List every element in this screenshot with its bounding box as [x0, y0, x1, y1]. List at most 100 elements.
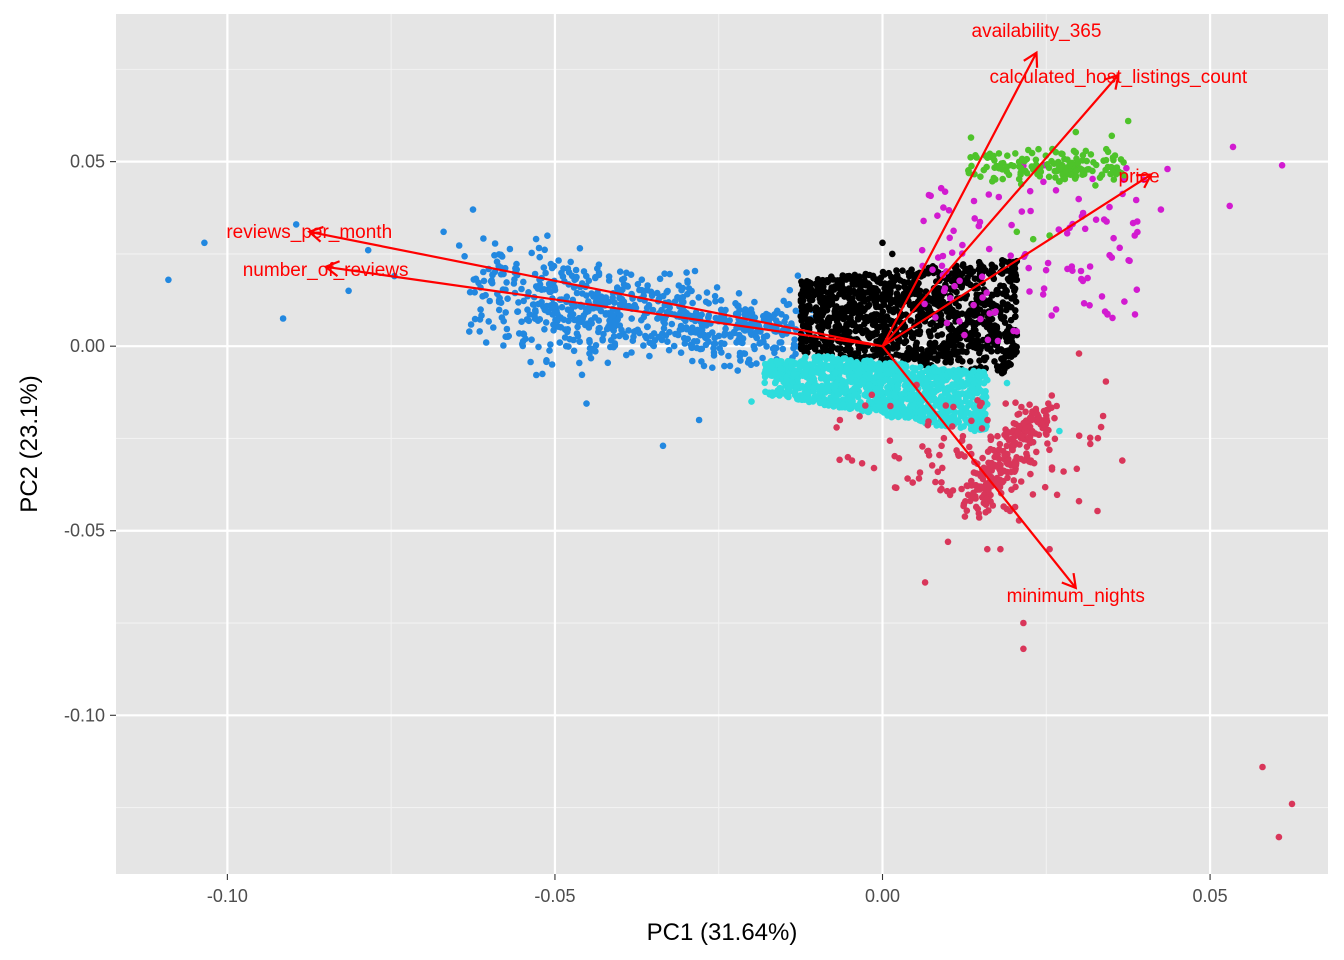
data-point [638, 276, 646, 284]
data-point [562, 342, 570, 350]
data-point [994, 347, 1001, 355]
data-point [567, 312, 574, 320]
data-point [968, 477, 975, 485]
data-point [482, 291, 489, 299]
y-tick-label: 0.05 [70, 152, 105, 172]
data-point [487, 278, 495, 285]
data-point [586, 338, 593, 346]
data-point [1102, 378, 1110, 385]
data-point [975, 510, 983, 517]
data-point [548, 361, 556, 368]
data-point [643, 304, 651, 312]
data-point [1117, 156, 1125, 163]
data-point [1035, 145, 1042, 153]
data-point [695, 294, 702, 301]
data-point [879, 297, 887, 305]
data-point [1119, 457, 1126, 464]
data-point [718, 339, 725, 347]
data-point [1052, 148, 1060, 156]
data-point [829, 343, 836, 351]
data-point [480, 268, 487, 276]
data-point [869, 290, 876, 297]
data-point [962, 295, 969, 302]
data-point [1026, 401, 1033, 409]
data-point [1067, 171, 1074, 178]
data-point [670, 342, 678, 350]
loading-label: price [1119, 167, 1160, 188]
data-point [991, 322, 999, 329]
data-point [1023, 443, 1031, 451]
data-point [884, 343, 892, 351]
data-point [1110, 234, 1117, 242]
data-point [846, 288, 854, 296]
data-point [1099, 412, 1107, 420]
data-point [532, 235, 540, 243]
data-point [593, 291, 601, 298]
data-point [478, 312, 485, 319]
data-point [778, 311, 785, 318]
y-axis-title: PC2 (23.1%) [16, 375, 43, 512]
data-point [794, 378, 801, 385]
data-point [901, 361, 908, 369]
data-point [869, 272, 877, 280]
outlier-point [1098, 293, 1106, 300]
data-point [919, 416, 926, 423]
data-point [1079, 152, 1087, 159]
data-point [891, 390, 898, 397]
data-point [545, 286, 552, 293]
outlier-point [292, 221, 300, 228]
data-point [1039, 291, 1047, 298]
data-point [966, 443, 973, 451]
data-point [1040, 285, 1048, 292]
data-point [630, 333, 637, 341]
data-point [705, 338, 712, 346]
data-point [576, 338, 583, 346]
data-point [528, 336, 535, 344]
data-point [622, 333, 630, 341]
outlier-point [967, 134, 975, 141]
data-point [894, 375, 901, 382]
data-point [686, 312, 694, 320]
data-point [661, 320, 668, 327]
data-point [1001, 467, 1008, 475]
data-point [824, 289, 831, 297]
data-point [875, 324, 882, 331]
data-point [677, 349, 685, 357]
outlier-point [836, 416, 844, 424]
data-point [756, 340, 763, 347]
loading-arrow-shaft [881, 345, 1077, 589]
data-point [1116, 244, 1123, 252]
data-point [937, 394, 945, 402]
data-point [797, 313, 804, 320]
data-point [666, 304, 673, 311]
data-point [455, 242, 463, 249]
data-point [594, 298, 601, 306]
data-point [939, 464, 946, 472]
data-point [550, 305, 557, 313]
data-point [497, 271, 505, 278]
outlier-point [1157, 206, 1165, 213]
data-point [819, 371, 827, 378]
x-axis: -0.10 -0.05 0.00 0.05 [207, 874, 1228, 906]
data-point [893, 267, 900, 274]
data-point [918, 246, 926, 254]
data-point [1100, 216, 1108, 223]
data-point [825, 387, 832, 395]
data-point [887, 377, 894, 385]
data-point [576, 245, 584, 252]
data-point [769, 392, 776, 399]
data-point [592, 273, 599, 281]
data-point [572, 275, 579, 283]
data-point [779, 345, 787, 353]
data-point [828, 375, 836, 382]
data-point [952, 351, 959, 358]
data-point [1070, 147, 1078, 155]
plot-panel [116, 14, 1328, 874]
data-point [891, 452, 898, 460]
data-point [564, 265, 572, 272]
data-point [804, 280, 811, 287]
data-point [1077, 267, 1085, 275]
data-point [702, 298, 710, 306]
data-point [1043, 406, 1050, 414]
outlier-point [165, 276, 172, 284]
